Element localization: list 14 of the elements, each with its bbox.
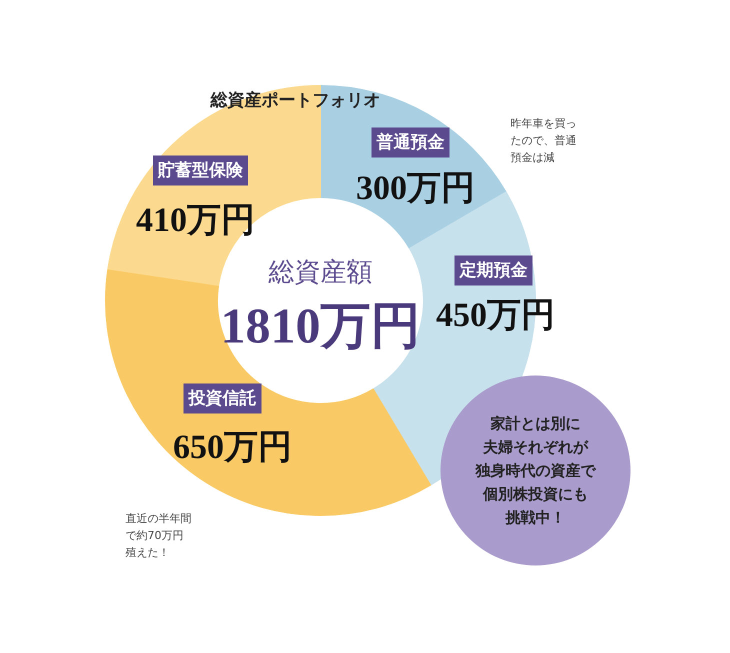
data-label: 450万円 bbox=[436, 297, 555, 334]
text: 家計とは別に夫婦それぞれが独身時代の資産で個別株投資にも挑戦中！ bbox=[474, 414, 596, 526]
text: 直近の半年間で約70万円殖えた！ bbox=[126, 512, 192, 559]
text: 1810万円 bbox=[220, 298, 420, 354]
data-label: 410万円 bbox=[136, 202, 255, 239]
slice-label: 貯蓄型保険 bbox=[157, 160, 244, 180]
chart-title: 総資産ポートフォリオ bbox=[210, 90, 380, 110]
slice-label: 投資信託 bbox=[188, 388, 256, 408]
text: 昨年車を買ったので、普通預金は減 bbox=[510, 117, 576, 164]
slice-label: 普通預金 bbox=[376, 132, 444, 152]
data-label: 300万円 bbox=[356, 170, 475, 207]
slice-label: 定期預金 bbox=[458, 260, 528, 280]
data-label: 650万円 bbox=[173, 429, 292, 466]
text: 総資産額 bbox=[268, 258, 372, 288]
